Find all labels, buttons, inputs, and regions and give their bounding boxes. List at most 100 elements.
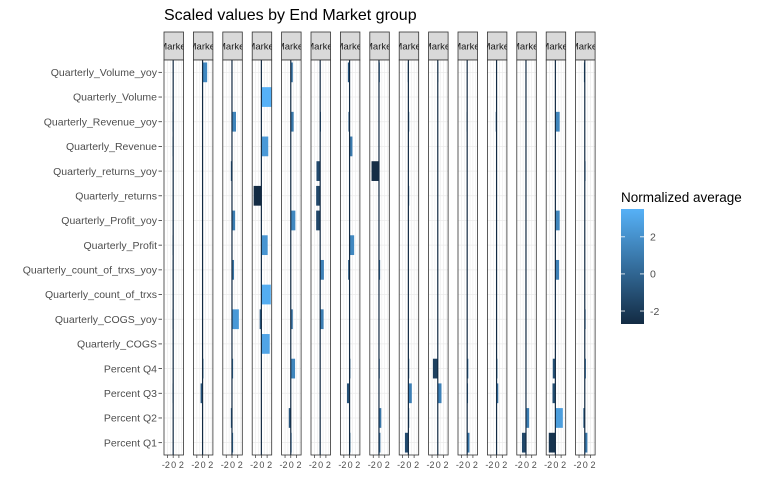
panel-border — [339, 59, 361, 456]
x-tick-label: 0 — [436, 460, 441, 470]
heatmap-bar — [349, 136, 353, 157]
heatmap-bar — [552, 383, 556, 404]
heatmap-bar — [231, 210, 236, 231]
legend-label: 0 — [650, 269, 656, 281]
row-label: Quarterly_Profit — [83, 240, 157, 252]
x-tick-label: -2 — [515, 460, 523, 470]
facet-strip-label: Market — [365, 42, 394, 53]
facet-strip-label: Market — [189, 42, 218, 53]
heatmap-bar — [521, 432, 526, 453]
x-tick-label: 2 — [297, 460, 302, 470]
x-tick-label: -2 — [191, 460, 199, 470]
x-tick-label: 2 — [208, 460, 213, 470]
x-tick-label: 2 — [179, 460, 184, 470]
row-label: Quarterly_Revenue — [66, 141, 157, 153]
x-tick-label: -2 — [485, 460, 493, 470]
row-label: Quarterly_Profit_yoy — [61, 215, 157, 227]
heatmap-bar — [404, 432, 409, 453]
x-tick-label: 0 — [201, 460, 206, 470]
heatmap-bar — [231, 309, 239, 330]
facet-panel: Market -2 0 2 — [218, 31, 247, 470]
heatmap-bar — [320, 309, 324, 330]
facet-panel: Market -2 0 2 — [512, 31, 541, 470]
row-label: Quarterly_returns — [75, 190, 157, 202]
heatmap-bar — [349, 235, 355, 256]
heatmap-bar — [316, 161, 321, 181]
heatmap-bar — [496, 383, 499, 404]
facet-strip-label: Market — [512, 42, 541, 53]
facet-strip-label: Market — [306, 42, 335, 53]
x-tick-label: 2 — [502, 460, 507, 470]
x-tick-label: -2 — [250, 460, 258, 470]
x-tick-label: -2 — [280, 460, 288, 470]
facet-panel: Market -2 0 2 — [338, 31, 361, 470]
x-tick-label: -2 — [338, 460, 346, 470]
panel-border — [545, 59, 567, 456]
facet-strip-label: Market — [247, 42, 276, 53]
facet-panel: Market -2 0 2 — [456, 31, 478, 470]
heatmap-bar — [290, 210, 296, 231]
facet-panel: Market -2 0 2 — [394, 31, 423, 470]
heatmap-bar — [346, 383, 350, 404]
heatmap-bar — [261, 235, 268, 256]
x-tick-label: 0 — [348, 460, 353, 470]
heatmap-bar — [231, 259, 234, 280]
x-tick-label: -2 — [162, 460, 170, 470]
panel-border — [457, 59, 478, 456]
heatmap-bar — [378, 408, 382, 428]
heatmap-bar — [261, 87, 272, 107]
x-tick-label: -2 — [427, 460, 435, 470]
panel-border — [516, 59, 537, 456]
heatmap-bar — [202, 62, 208, 83]
heatmap-bar — [555, 408, 563, 428]
x-tick-label: 2 — [355, 460, 360, 470]
x-tick-label: 0 — [553, 460, 558, 470]
x-tick-label: 2 — [326, 460, 331, 470]
x-tick-label: 2 — [385, 460, 390, 470]
heatmap-bar — [555, 259, 560, 280]
facet-panel: Market -2 0 2 — [306, 31, 335, 470]
heatmap-bar — [316, 210, 321, 231]
facet-panel: Market -2 0 2 — [571, 31, 600, 470]
row-label: Percent Q3 — [104, 388, 157, 400]
x-tick-label: -2 — [221, 460, 229, 470]
x-tick-label: -2 — [309, 460, 317, 470]
row-label: Percent Q1 — [104, 437, 157, 449]
x-tick-label: 2 — [561, 460, 566, 470]
facet-panel: Market -2 0 2 — [247, 31, 276, 470]
panel-border — [163, 59, 184, 456]
facet-strip-label: Market — [394, 42, 423, 53]
legend-label: -2 — [650, 306, 659, 318]
heatmap-bar — [316, 185, 321, 206]
x-tick-label: -2 — [456, 460, 464, 470]
facet-panel: Market -2 0 2 — [162, 31, 184, 470]
heatmap-bar — [552, 358, 556, 379]
x-tick-label: 0 — [406, 460, 411, 470]
row-label: Quarterly_COGS — [77, 339, 157, 351]
x-tick-label: 2 — [414, 460, 419, 470]
facet-strip-label: Market — [483, 42, 512, 53]
x-tick-label: -2 — [397, 460, 405, 470]
facet-strip-label: Market — [571, 42, 600, 53]
heatmap-bar — [371, 161, 379, 181]
x-tick-label: 2 — [591, 460, 596, 470]
heatmap-bar — [290, 62, 293, 83]
facet-strip-label: Market — [218, 42, 247, 53]
heatmap-bar — [288, 408, 291, 428]
row-label: Quarterly_count_of_trxs_yoy — [23, 265, 158, 277]
heatmap-bar — [231, 111, 236, 132]
x-tick-label: 2 — [238, 460, 243, 470]
panel-border — [398, 59, 420, 456]
heatmap-bar — [290, 111, 294, 132]
x-tick-label: 0 — [318, 460, 323, 470]
heatmap-bar — [525, 408, 530, 428]
x-tick-label: 2 — [473, 460, 478, 470]
facet-panel: Market -2 0 2 — [544, 31, 567, 470]
heatmap-bar — [290, 309, 293, 330]
panel-border — [486, 59, 508, 456]
x-tick-label: 0 — [583, 460, 588, 470]
row-label: Quarterly_COGS_yoy — [55, 314, 158, 326]
heatmap-bar — [261, 334, 270, 354]
row-label: Quarterly_count_of_trxs — [45, 289, 157, 301]
